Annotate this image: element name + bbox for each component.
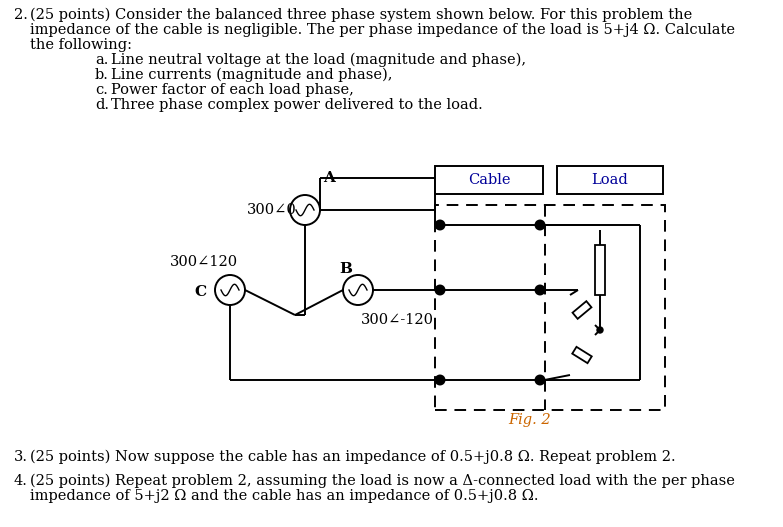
Text: a.: a.	[95, 53, 108, 67]
Bar	[435, 166, 543, 194]
Text: Line currents (magnitude and phase),: Line currents (magnitude and phase),	[111, 68, 392, 82]
Circle shape	[435, 376, 445, 385]
Circle shape	[597, 327, 603, 333]
Text: Three phase complex power delivered to the load.: Three phase complex power delivered to t…	[111, 98, 483, 112]
Text: (25 points) Now suppose the cable has an impedance of 0.5+j0.8 Ω. Repeat problem: (25 points) Now suppose the cable has an…	[30, 450, 676, 464]
Text: Line neutral voltage at the load (magnitude and phase),: Line neutral voltage at the load (magnit…	[111, 53, 526, 67]
Text: A: A	[323, 171, 335, 185]
Text: impedance of the cable is negligible. The per phase impedance of the load is 5+j: impedance of the cable is negligible. Th…	[30, 23, 735, 37]
Text: b.: b.	[95, 68, 109, 82]
Text: (25 points) Repeat problem 2, assuming the load is now a Δ-connected load with t: (25 points) Repeat problem 2, assuming t…	[30, 474, 735, 489]
Text: 2.: 2.	[14, 8, 28, 22]
Circle shape	[435, 286, 445, 295]
Text: the following:: the following:	[30, 38, 132, 52]
Circle shape	[435, 220, 445, 229]
Bar	[572, 301, 591, 319]
Text: 300∠0: 300∠0	[247, 203, 297, 217]
Text: B: B	[340, 262, 352, 276]
Text: 3.: 3.	[14, 450, 28, 464]
Bar	[572, 347, 592, 363]
Bar	[435, 205, 665, 410]
Text: Power factor of each load phase,: Power factor of each load phase,	[111, 83, 354, 97]
Text: impedance of 5+j2 Ω and the cable has an impedance of 0.5+j0.8 Ω.: impedance of 5+j2 Ω and the cable has an…	[30, 489, 539, 503]
Text: 4.: 4.	[14, 474, 28, 488]
Circle shape	[536, 376, 544, 385]
Bar	[595, 245, 605, 295]
Text: Load: Load	[592, 173, 629, 187]
Text: d.: d.	[95, 98, 109, 112]
Circle shape	[536, 286, 544, 295]
Text: 300∠-120: 300∠-120	[361, 313, 434, 327]
Circle shape	[536, 220, 544, 229]
Bar	[557, 166, 663, 194]
Text: c.: c.	[95, 83, 108, 97]
Text: Cable: Cable	[467, 173, 511, 187]
Text: (25 points) Consider the balanced three phase system shown below. For this probl: (25 points) Consider the balanced three …	[30, 8, 692, 22]
Text: Fig. 2: Fig. 2	[509, 413, 551, 427]
Text: C: C	[194, 285, 206, 299]
Text: 300∠120: 300∠120	[170, 255, 238, 269]
